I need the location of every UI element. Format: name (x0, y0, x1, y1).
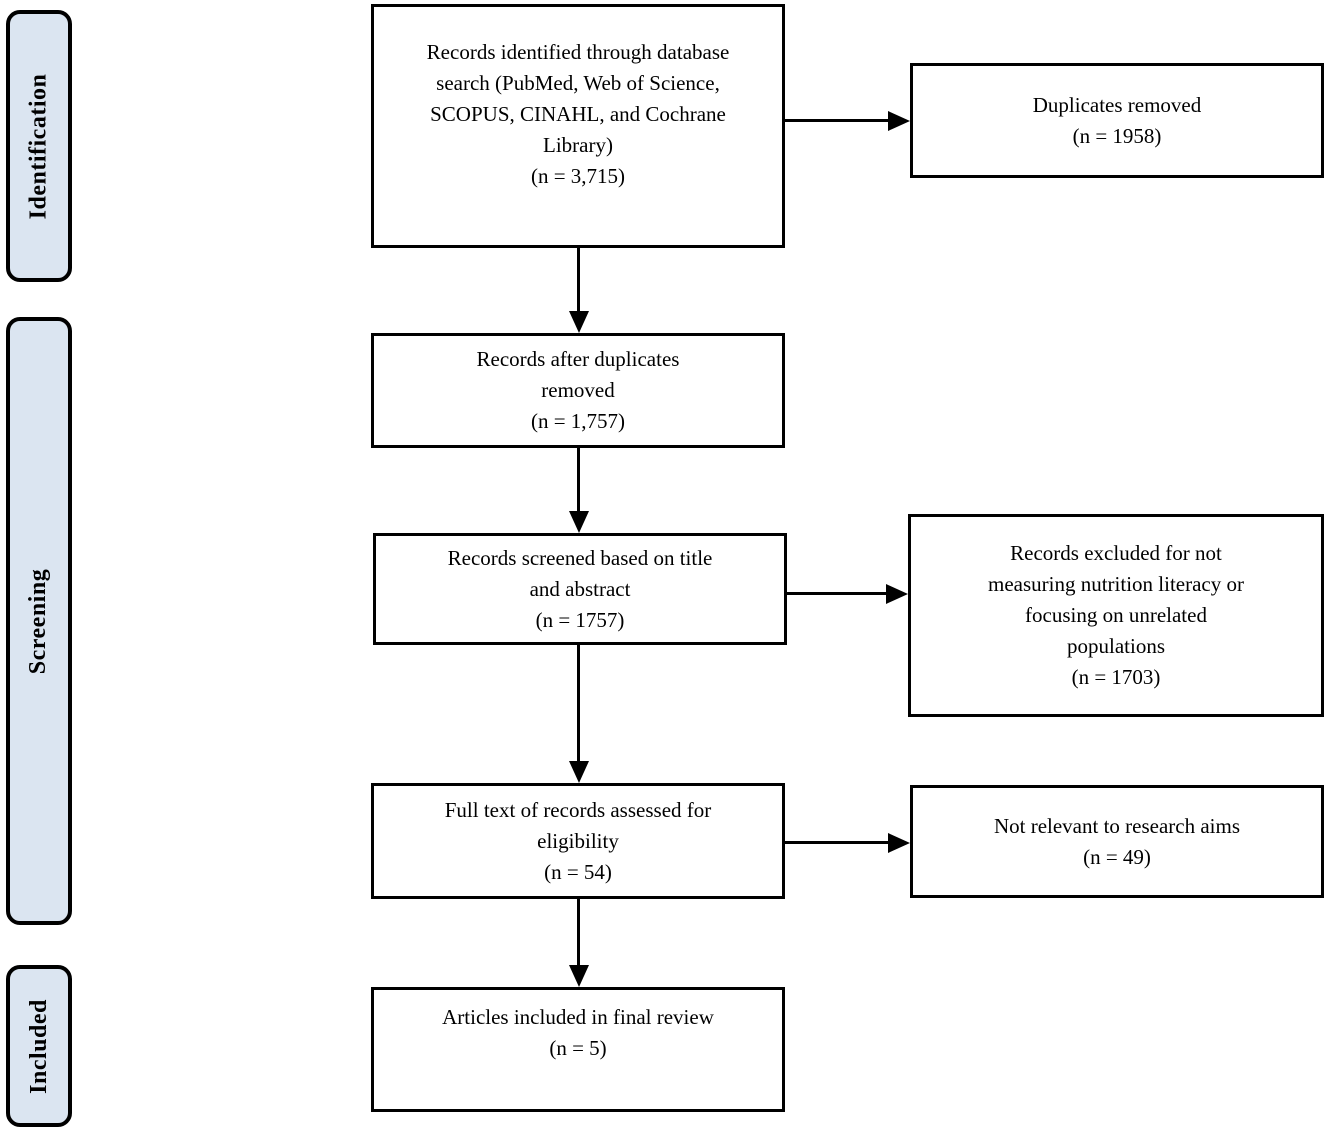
stage-screening-label: Screening (25, 568, 52, 674)
box-duplicates-removed: Duplicates removed (n = 1958) (910, 63, 1324, 178)
arrow-full-text-to-included (568, 899, 589, 987)
box-not-relevant: Not relevant to research aims (n = 49) (910, 785, 1324, 898)
stage-included-label: Included (25, 998, 52, 1094)
arrow-identified-to-after-duplicates (568, 248, 589, 333)
box-articles-included-text: Articles included in final review (n = 5… (442, 1004, 714, 1060)
arrow-screened-to-full-text (568, 645, 589, 783)
box-records-after-duplicates: Records after duplicates removed (n = 1,… (371, 333, 785, 448)
arrow-identified-to-duplicates (785, 110, 910, 131)
box-full-text-assessed: Full text of records assessed for eligib… (371, 783, 785, 899)
box-records-identified-text: Records identified through database sear… (426, 40, 730, 188)
arrowhead-right-icon (888, 110, 910, 131)
arrowhead-down-icon (568, 511, 589, 533)
arrow-screened-to-excluded (787, 583, 908, 604)
box-records-excluded: Records excluded for not measuring nutri… (908, 514, 1324, 717)
stage-identification: Identification (6, 10, 72, 282)
arrowhead-right-icon (886, 583, 908, 604)
stage-screening: Screening (6, 317, 72, 925)
box-articles-included: Articles included in final review (n = 5… (371, 987, 785, 1112)
box-records-excluded-text: Records excluded for not measuring nutri… (987, 541, 1244, 689)
arrowhead-right-icon (888, 832, 910, 853)
arrowhead-down-icon (568, 761, 589, 783)
arrow-after-duplicates-to-screened (568, 448, 589, 533)
box-records-screened-text: Records screened based on title and abst… (447, 545, 713, 632)
arrowhead-down-icon (568, 311, 589, 333)
box-full-text-assessed-text: Full text of records assessed for eligib… (444, 797, 712, 884)
box-records-after-duplicates-text: Records after duplicates removed (n = 1,… (476, 347, 680, 433)
arrow-full-text-to-not-relevant (785, 832, 910, 853)
box-duplicates-removed-text: Duplicates removed (n = 1958) (1032, 92, 1202, 148)
box-not-relevant-text: Not relevant to research aims (n = 49) (993, 813, 1241, 869)
box-records-screened: Records screened based on title and abst… (373, 533, 787, 645)
arrowhead-down-icon (568, 965, 589, 987)
box-records-identified: Records identified through database sear… (371, 4, 785, 248)
stage-identification-label: Identification (25, 73, 52, 219)
stage-included: Included (6, 965, 72, 1127)
